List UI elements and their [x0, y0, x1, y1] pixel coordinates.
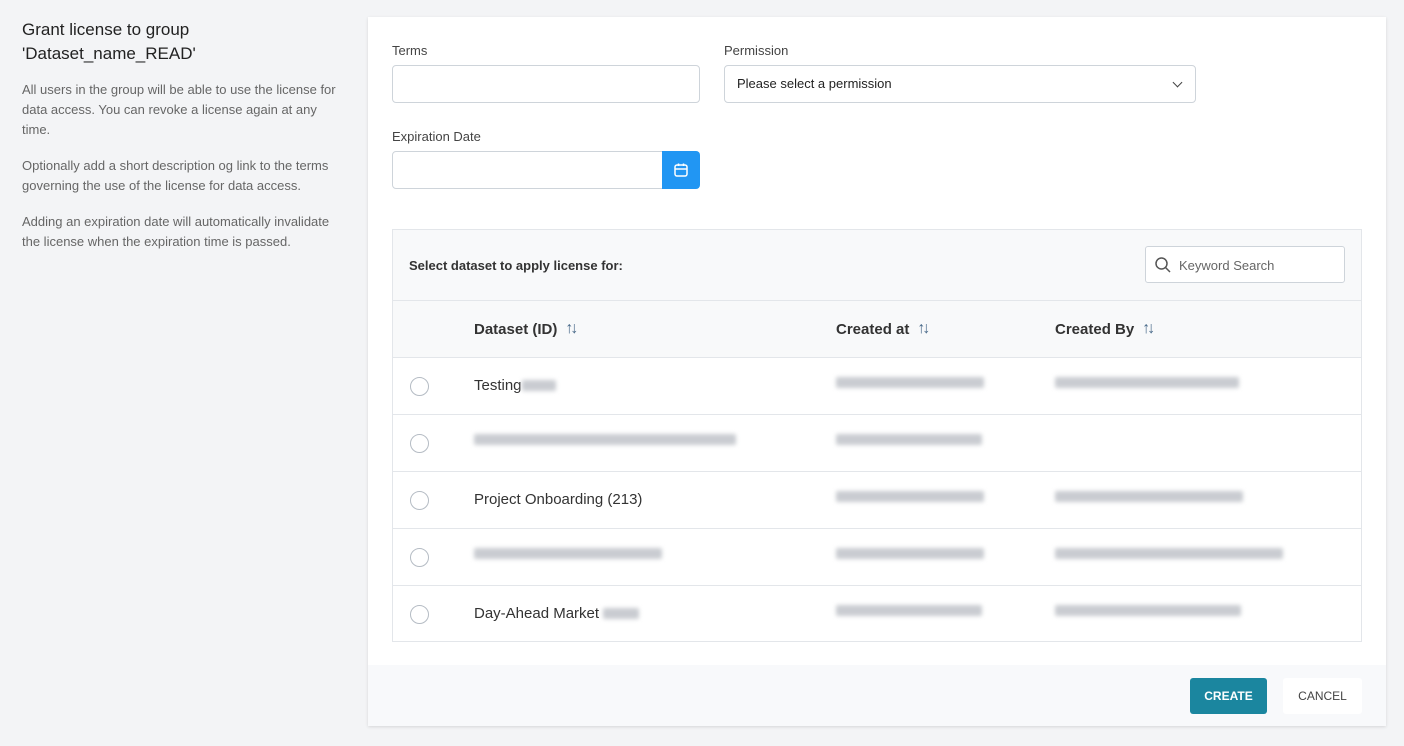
row-radio[interactable] [410, 491, 429, 510]
expiration-label: Expiration Date [392, 129, 481, 144]
description-paragraph: Adding an expiration date will automatic… [22, 214, 330, 249]
column-dataset[interactable]: Dataset (ID) ↑↓ [474, 320, 578, 338]
redacted-text [603, 608, 640, 619]
redacted-text [836, 548, 984, 559]
dataset-table: Select dataset to apply license for: Key… [392, 229, 1362, 642]
permission-select[interactable]: Please select a permission [724, 65, 1196, 103]
description-paragraph: Optionally add a short description og li… [22, 158, 329, 193]
column-label: Created at [836, 320, 910, 338]
redacted-text [836, 605, 982, 616]
created-at-cell [836, 548, 984, 559]
search-placeholder: Keyword Search [1179, 258, 1275, 273]
dataset-name: Project Onboarding (213) [474, 491, 643, 508]
column-label: Dataset (ID) [474, 320, 558, 338]
terms-input[interactable] [392, 65, 700, 103]
row-radio[interactable] [410, 434, 429, 453]
sort-icon[interactable]: ↑↓ [1142, 320, 1155, 337]
permission-value: Please select a permission [737, 76, 892, 91]
column-label: Created By [1055, 320, 1135, 338]
description-panel: Grant license to group 'Dataset_name_REA… [22, 18, 342, 268]
table-row[interactable]: Testing [393, 358, 1361, 415]
redacted-text [1055, 377, 1239, 388]
created-at-cell [836, 491, 984, 502]
redacted-text [1055, 548, 1283, 559]
redacted-text [836, 434, 982, 445]
row-radio[interactable] [410, 548, 429, 567]
form-footer: CREATE CANCEL [368, 665, 1386, 726]
created-by-cell [1055, 605, 1241, 616]
sort-icon[interactable]: ↑↓ [917, 320, 930, 337]
table-title: Select dataset to apply license for: [409, 258, 623, 273]
redacted-text [836, 377, 984, 388]
created-by-cell [1055, 377, 1239, 388]
created-at-cell [836, 605, 982, 616]
column-created-at[interactable]: Created at ↑↓ [836, 320, 930, 338]
created-by-cell [1055, 491, 1243, 502]
created-at-cell [836, 377, 984, 388]
table-header: Dataset (ID) ↑↓ Created at ↑↓ Created By ↑↓ [393, 301, 1361, 358]
redacted-text [521, 380, 556, 391]
redacted-text [1055, 491, 1243, 502]
dataset-name: Testing [474, 377, 522, 394]
table-row[interactable] [393, 529, 1361, 586]
cancel-button[interactable]: CANCEL [1283, 678, 1362, 714]
table-row[interactable]: Project Onboarding (213) [393, 472, 1361, 529]
table-row[interactable]: Day-Ahead Market [393, 586, 1361, 643]
license-form-card: Terms Permission Please select a permiss… [368, 17, 1386, 726]
created-by-cell [1055, 548, 1283, 559]
created-at-cell [836, 434, 982, 445]
permission-label: Permission [724, 43, 789, 58]
calendar-button[interactable] [662, 151, 700, 189]
row-radio[interactable] [410, 377, 429, 396]
dataset-name: Day-Ahead Market [474, 605, 600, 622]
dataset-cell [474, 548, 662, 559]
terms-label: Terms [392, 43, 428, 58]
redacted-text [474, 434, 736, 445]
description-paragraph: All users in the group will be able to u… [22, 82, 336, 137]
calendar-icon [674, 163, 688, 177]
row-radio[interactable] [410, 605, 429, 624]
dataset-cell [474, 434, 736, 445]
dataset-cell: Testing [474, 377, 556, 394]
search-icon [1155, 257, 1171, 273]
table-row[interactable] [393, 415, 1361, 472]
table-toolbar: Select dataset to apply license for: Key… [393, 230, 1361, 301]
page-title: Grant license to group 'Dataset_name_REA… [22, 20, 196, 63]
sort-icon[interactable]: ↑↓ [565, 320, 578, 337]
redacted-text [1055, 605, 1241, 616]
redacted-text [474, 548, 662, 559]
expiration-date-input[interactable] [392, 151, 664, 189]
dataset-cell: Day-Ahead Market [474, 605, 640, 622]
create-button[interactable]: CREATE [1190, 678, 1267, 714]
keyword-search-input[interactable]: Keyword Search [1145, 246, 1345, 283]
redacted-text [836, 491, 984, 502]
column-created-by[interactable]: Created By ↑↓ [1055, 320, 1155, 338]
chevron-down-icon [1172, 77, 1183, 88]
dataset-cell: Project Onboarding (213) [474, 491, 642, 508]
